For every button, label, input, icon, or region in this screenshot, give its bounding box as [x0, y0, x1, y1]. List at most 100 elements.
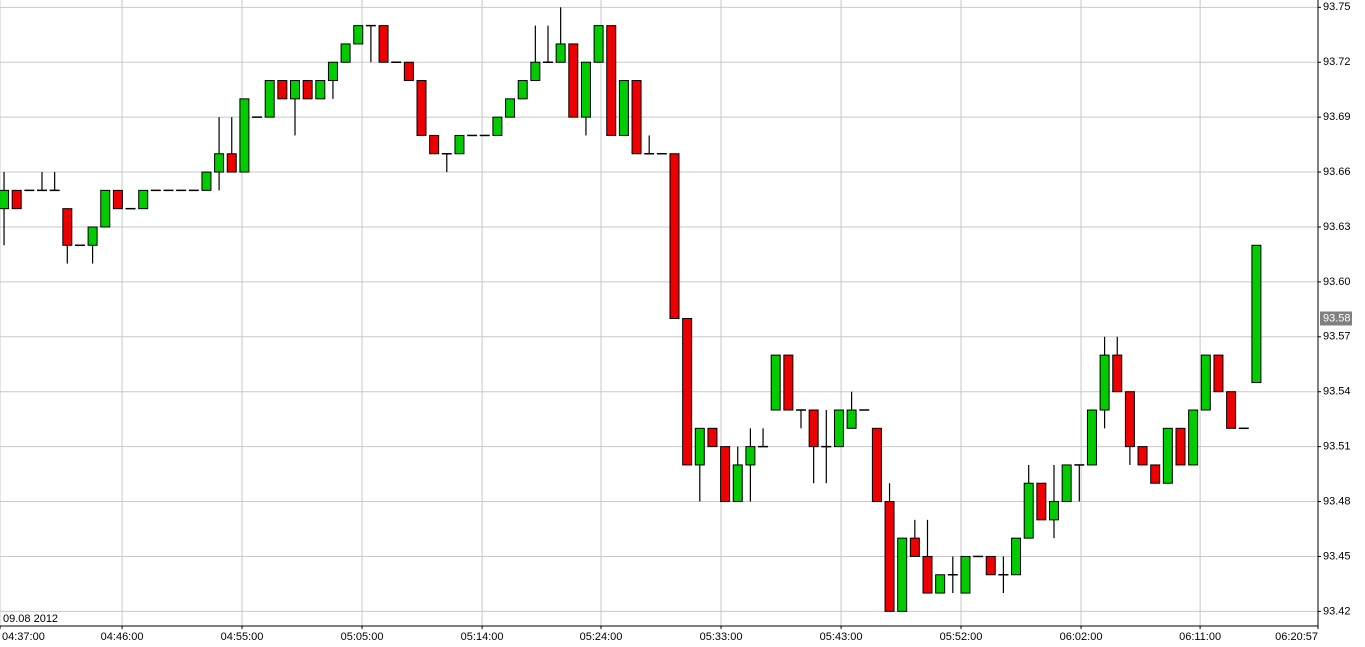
candle-body — [1162, 427, 1173, 484]
y-tick-label: 93.69 — [1323, 111, 1351, 123]
candle-body — [1226, 391, 1237, 429]
y-tick-label: 93.45 — [1323, 550, 1351, 562]
x-tick-label: 04:46:00 — [101, 631, 144, 643]
candle-body — [909, 537, 920, 557]
candle-body — [1099, 354, 1110, 411]
candle-body — [1061, 464, 1072, 503]
candle-body — [682, 317, 693, 466]
candle-body — [568, 43, 579, 118]
candle-body — [1213, 354, 1224, 393]
candle-body — [985, 555, 996, 576]
candle-body — [315, 80, 326, 100]
candle-body — [517, 80, 528, 100]
candle-body — [884, 501, 895, 612]
y-tick-label: 93.63 — [1323, 221, 1351, 233]
candle-body — [770, 354, 781, 411]
x-tick-label: 06:20:57 — [1275, 631, 1318, 643]
candle-body — [1048, 501, 1059, 521]
candle-body — [732, 464, 743, 503]
candle-body — [138, 189, 149, 210]
candle-body — [833, 409, 844, 448]
candle-body — [302, 80, 313, 100]
y-tick-label: 93.48 — [1323, 495, 1351, 507]
candle-body — [631, 80, 642, 155]
x-tick-label: 06:11:00 — [1179, 631, 1221, 643]
y-tick-label: 93.42 — [1323, 605, 1351, 617]
y-tick-label: 93.75 — [1323, 1, 1351, 13]
candle-body — [1188, 409, 1199, 466]
x-tick-label: 05:33:00 — [700, 631, 743, 643]
candle-body — [935, 574, 946, 594]
candle-body — [214, 153, 225, 173]
x-tick-label: 05:43:00 — [820, 631, 863, 643]
candle-body — [289, 80, 300, 100]
candle-body — [416, 80, 427, 136]
candle-body — [871, 427, 882, 503]
candle-body — [707, 427, 718, 448]
x-tick-label: 05:52:00 — [940, 631, 983, 643]
candle-body — [62, 208, 73, 246]
x-tick-label: 06:02:00 — [1060, 631, 1103, 643]
candle-body — [694, 427, 705, 466]
candle-body — [100, 189, 111, 228]
candle-body — [1023, 482, 1034, 539]
candle-body — [1124, 391, 1135, 448]
candle-body — [239, 98, 250, 173]
x-tick-label: 05:14:00 — [461, 631, 504, 643]
last-price-box — [1320, 311, 1352, 326]
date-label: 09.08 2012 — [3, 613, 58, 625]
x-tick-label: 04:37:00 — [2, 631, 45, 643]
y-tick-label: 93.72 — [1323, 56, 1351, 68]
candle-body — [1112, 354, 1123, 393]
candle-body — [783, 354, 794, 411]
candle-body — [593, 25, 604, 63]
candle-body — [580, 61, 591, 118]
y-tick-label: 93.66 — [1323, 166, 1351, 178]
y-tick-label: 93.51 — [1323, 441, 1351, 453]
candle-body — [378, 25, 389, 63]
x-tick-label: 05:24:00 — [580, 631, 623, 643]
candle-body — [327, 61, 338, 82]
candle-body — [505, 98, 516, 118]
candle-body — [353, 25, 364, 45]
candle-body — [11, 189, 22, 210]
candle-body — [1137, 446, 1148, 466]
candle-body — [555, 43, 566, 63]
candle-body — [669, 153, 680, 319]
candle-body — [112, 189, 123, 210]
candle-body — [340, 43, 351, 63]
candle-body — [403, 61, 414, 82]
candle-body — [201, 171, 212, 191]
candle-body — [1036, 482, 1047, 521]
candle-body — [87, 226, 98, 246]
candle-body — [846, 409, 857, 429]
candle-body — [1011, 537, 1022, 576]
candle-body — [897, 537, 908, 612]
y-tick-label: 93.54 — [1323, 386, 1351, 398]
candle-body — [492, 116, 503, 136]
candle-body — [922, 555, 933, 594]
y-tick-label: 93.60 — [1323, 276, 1351, 288]
x-tick-label: 04:55:00 — [221, 631, 264, 643]
candle-body — [429, 134, 440, 155]
candle-body — [264, 80, 275, 118]
candle-body — [1251, 244, 1262, 384]
candle-body — [1086, 409, 1097, 466]
candle-body — [606, 25, 617, 136]
x-tick-label: 05:05:00 — [341, 631, 384, 643]
candle-body — [1150, 464, 1161, 484]
candle-body — [1175, 427, 1186, 466]
candle-body — [530, 61, 541, 82]
candle-body — [618, 80, 629, 136]
candle-body — [1200, 354, 1211, 411]
candle-body — [745, 446, 756, 466]
candle-body — [454, 134, 465, 155]
last-price-label: 93.58 — [1323, 312, 1351, 324]
y-tick-label: 93.57 — [1323, 331, 1351, 343]
candle-body — [960, 555, 971, 594]
candle-body — [277, 80, 288, 100]
candle-body — [720, 446, 731, 503]
candle-body — [808, 409, 819, 448]
candle-body — [0, 189, 10, 210]
